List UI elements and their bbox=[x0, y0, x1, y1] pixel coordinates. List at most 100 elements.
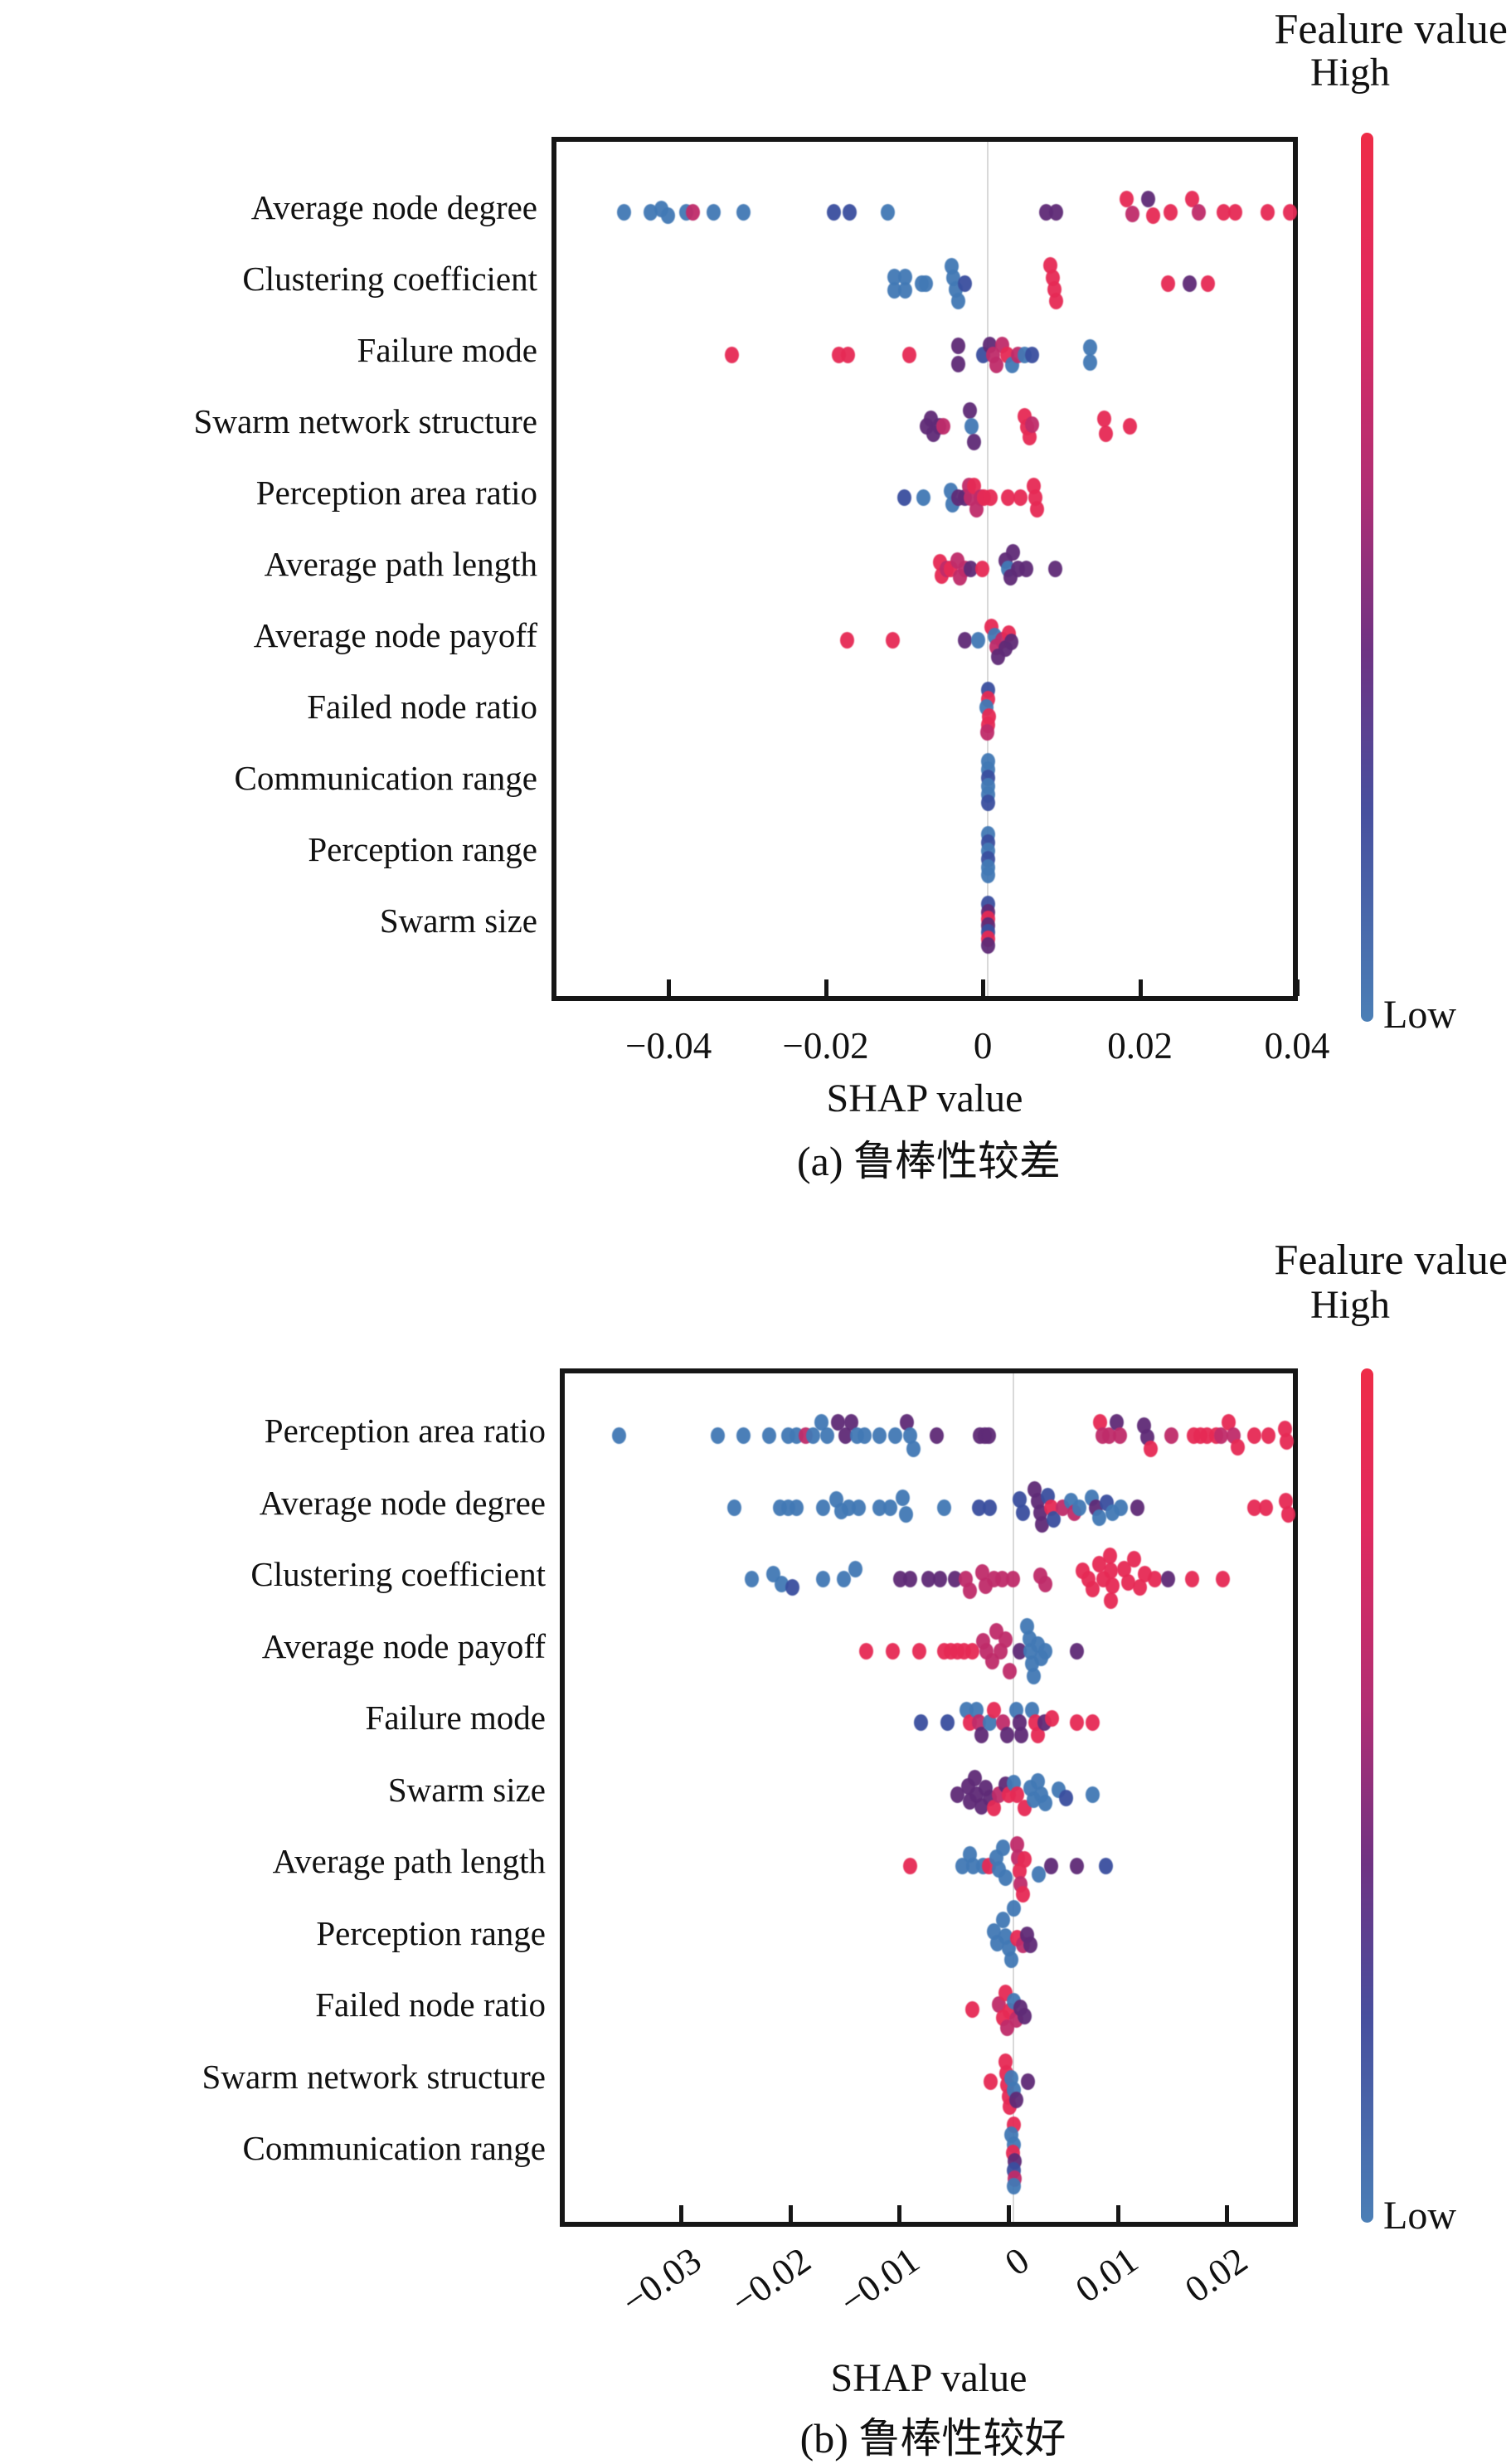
data-point bbox=[1280, 1433, 1295, 1450]
data-point bbox=[762, 1427, 777, 1444]
plot-area-a bbox=[551, 137, 1298, 1001]
data-point bbox=[819, 1427, 834, 1444]
data-point bbox=[1117, 1561, 1132, 1577]
data-point bbox=[814, 1414, 829, 1431]
data-point bbox=[1246, 1499, 1261, 1516]
data-point bbox=[1047, 561, 1062, 577]
data-point bbox=[1215, 1571, 1230, 1587]
plot-area-b bbox=[560, 1368, 1298, 2227]
data-point bbox=[1083, 354, 1098, 371]
feature-label: Perception area ratio bbox=[264, 1412, 546, 1450]
data-point bbox=[902, 347, 917, 363]
data-point bbox=[1102, 1548, 1117, 1564]
data-point bbox=[1072, 1499, 1087, 1516]
data-point bbox=[983, 1499, 998, 1516]
data-point bbox=[872, 1499, 887, 1516]
data-point bbox=[1007, 1899, 1022, 1917]
data-point bbox=[980, 724, 995, 741]
data-point bbox=[1008, 2091, 1023, 2108]
data-point bbox=[900, 1414, 915, 1431]
data-point bbox=[981, 867, 996, 883]
data-point bbox=[1029, 501, 1044, 518]
data-point bbox=[1032, 1866, 1047, 1883]
data-point bbox=[983, 489, 998, 506]
x-tick-mark bbox=[824, 979, 828, 996]
x-tick-mark bbox=[1295, 979, 1300, 996]
feature-label: Communication range bbox=[234, 759, 538, 797]
data-point bbox=[1035, 1515, 1050, 1533]
feature-label: Average node payoff bbox=[261, 1626, 546, 1665]
data-point bbox=[711, 1427, 726, 1444]
data-point bbox=[1015, 1504, 1030, 1521]
feature-label: Clustering coefficient bbox=[242, 260, 537, 298]
data-point bbox=[660, 207, 675, 224]
data-point bbox=[727, 1499, 742, 1516]
data-point bbox=[1163, 204, 1178, 221]
data-point bbox=[965, 1642, 980, 1660]
feature-label: Perception area ratio bbox=[255, 474, 537, 512]
data-point bbox=[1043, 1858, 1058, 1874]
data-point bbox=[1005, 1571, 1020, 1587]
data-point bbox=[903, 1427, 918, 1444]
data-point bbox=[885, 632, 900, 649]
data-point bbox=[1126, 1551, 1141, 1567]
data-point bbox=[838, 1427, 853, 1444]
data-point bbox=[706, 204, 721, 221]
feature-label: Average path length bbox=[272, 1842, 546, 1880]
data-point bbox=[994, 1571, 1009, 1587]
data-point bbox=[1085, 1786, 1100, 1803]
x-tick-label: 0 bbox=[973, 1025, 993, 1067]
data-point bbox=[1130, 1499, 1144, 1516]
data-point bbox=[903, 1571, 918, 1587]
data-point bbox=[984, 2073, 998, 2090]
data-point bbox=[1185, 191, 1200, 207]
colorbar-title-b: Fealure value bbox=[1274, 1237, 1508, 1284]
feature-label: Communication range bbox=[242, 2129, 547, 2167]
data-point bbox=[1098, 1858, 1113, 1874]
feature-label: Failed node ratio bbox=[307, 688, 537, 726]
data-point bbox=[1091, 1556, 1106, 1572]
data-point bbox=[736, 1427, 751, 1444]
data-point bbox=[885, 1642, 900, 1660]
data-point bbox=[848, 1561, 863, 1577]
colorbar-gradient-b bbox=[1361, 1368, 1373, 2223]
data-point bbox=[981, 795, 996, 811]
data-point bbox=[617, 204, 632, 221]
data-point bbox=[1045, 1710, 1060, 1727]
data-point bbox=[964, 561, 979, 577]
data-point bbox=[1021, 2073, 1036, 2090]
data-point bbox=[1026, 1667, 1041, 1684]
data-point bbox=[1013, 489, 1028, 506]
data-point bbox=[1014, 1727, 1029, 1743]
data-point bbox=[981, 937, 996, 954]
data-point bbox=[951, 338, 966, 354]
data-point bbox=[1070, 1642, 1085, 1660]
data-point bbox=[995, 1911, 1010, 1928]
x-axis-title-b: SHAP value bbox=[830, 2356, 1028, 2400]
data-point bbox=[903, 1858, 918, 1874]
data-point bbox=[983, 1714, 998, 1731]
colorbar-title-a: Fealure value bbox=[1274, 6, 1508, 53]
data-point bbox=[1038, 1794, 1053, 1811]
data-point bbox=[967, 1769, 982, 1786]
data-point bbox=[1222, 1414, 1236, 1431]
feature-label: Average node degree bbox=[259, 1483, 546, 1522]
data-point bbox=[1025, 347, 1040, 363]
data-point bbox=[1091, 1509, 1106, 1526]
data-point bbox=[827, 204, 842, 221]
data-point bbox=[1000, 1727, 1015, 1743]
data-point bbox=[1025, 416, 1040, 433]
data-point bbox=[859, 1642, 874, 1660]
data-point bbox=[805, 1427, 820, 1444]
x-tick-mark bbox=[679, 2205, 684, 2222]
data-point bbox=[843, 1414, 858, 1431]
x-tick-label: 0.02 bbox=[1107, 1025, 1173, 1067]
data-point bbox=[857, 1427, 872, 1444]
data-point bbox=[1031, 1772, 1046, 1790]
data-point bbox=[1085, 1714, 1100, 1731]
data-point bbox=[1261, 204, 1275, 221]
data-point bbox=[1018, 2008, 1032, 2024]
data-point bbox=[929, 1427, 944, 1444]
data-point bbox=[1015, 1886, 1030, 1903]
x-tick-mark bbox=[1115, 2205, 1120, 2222]
